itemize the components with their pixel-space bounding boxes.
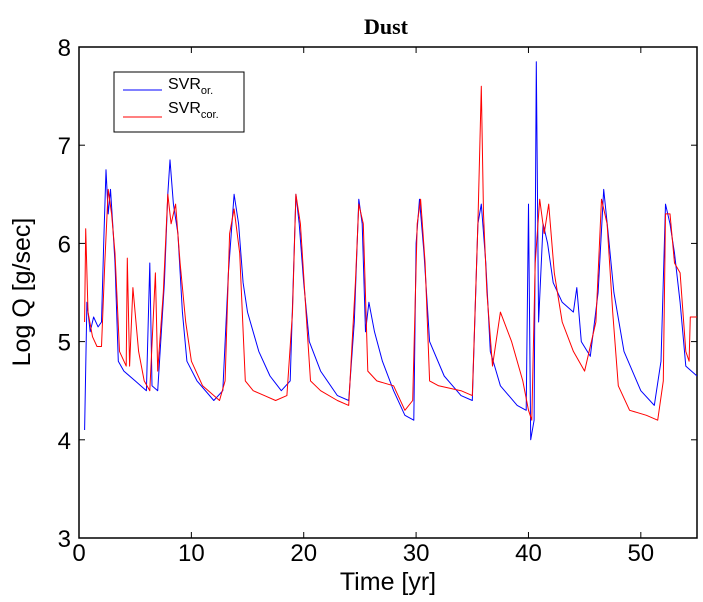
x-axis-ticks: 0 10 20 30 40 50 <box>72 47 654 567</box>
x-axis-title: Time [yr] <box>340 568 436 596</box>
x-tick-label-1: 10 <box>178 540 205 567</box>
y-tick-label-0: 3 <box>58 526 71 553</box>
y-tick-label-1: 4 <box>58 428 71 455</box>
chart-title: Dust <box>364 14 409 39</box>
x-tick-label-0: 0 <box>72 540 85 567</box>
legend-label-svr-cor-main: SVR <box>168 100 201 117</box>
legend-label-svr-or-subscript: or. <box>201 85 213 97</box>
y-tick-label-4: 7 <box>58 133 71 160</box>
x-tick-label-5: 50 <box>627 540 654 567</box>
series-line-0 <box>84 61 697 441</box>
x-tick-label-3: 30 <box>403 540 430 567</box>
legend-box <box>113 71 245 133</box>
plot-area <box>78 46 698 539</box>
series-layer <box>84 61 697 441</box>
x-tick-label-4: 40 <box>515 540 542 567</box>
legend-label-svr-or: SVRor. <box>168 76 213 97</box>
legend-label-svr-cor: SVRcor. <box>168 100 219 121</box>
legend: SVRor. SVRcor. <box>113 71 245 133</box>
y-tick-label-5: 8 <box>58 35 71 62</box>
series-line-1 <box>84 85 697 421</box>
legend-label-svr-or-main: SVR <box>168 76 201 93</box>
y-tick-label-3: 6 <box>58 231 71 258</box>
x-tick-label-2: 20 <box>290 540 317 567</box>
y-tick-label-2: 5 <box>58 330 71 357</box>
y-axis-title: Log Q [g/sec] <box>8 218 36 367</box>
legend-label-svr-cor-subscript: cor. <box>201 109 219 121</box>
y-axis-ticks: 3 4 5 6 7 8 <box>58 35 697 553</box>
